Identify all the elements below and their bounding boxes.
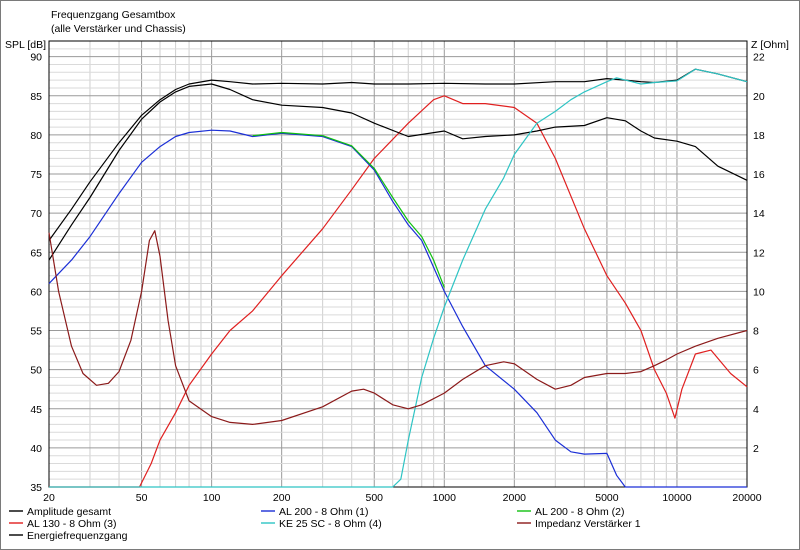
y-left-tick-label: 50 xyxy=(30,365,42,377)
y-left-tick-label: 75 xyxy=(30,169,42,181)
legend-label: AL 130 - 8 Ohm (3) xyxy=(27,518,116,530)
y-left-tick-label: 45 xyxy=(30,404,42,416)
x-tick-label: 20000 xyxy=(732,492,761,504)
series-line-6 xyxy=(252,131,445,288)
y-right-tick-label: 8 xyxy=(753,326,759,338)
y-left-tick-label: 40 xyxy=(30,443,42,455)
x-tick-label: 10000 xyxy=(662,492,691,504)
y-left-tick-label: 60 xyxy=(30,286,42,298)
legend-label: KE 25 SC - 8 Ohm (4) xyxy=(279,518,382,530)
y-right-tick-label: 10 xyxy=(753,286,765,298)
axis-ticks: 20 50 100 200 500 1000 2000 5000 10000 20000 35 40 4… xyxy=(30,52,765,504)
left-axis-label: SPL [dB] xyxy=(5,39,46,51)
y-left-tick-label: 35 xyxy=(30,482,42,494)
y-right-tick-label: 12 xyxy=(753,247,765,259)
y-left-tick-label: 65 xyxy=(30,247,42,259)
series-line-2 xyxy=(49,95,748,488)
y-left-tick-label: 90 xyxy=(30,52,42,64)
y-right-tick-label: 4 xyxy=(753,404,759,416)
legend-label: AL 200 - 8 Ohm (2) xyxy=(535,506,624,518)
legend-label: AL 200 - 8 Ohm (1) xyxy=(279,506,368,518)
series-line-4 xyxy=(48,129,747,488)
series-line-7 xyxy=(48,230,748,425)
series-line-1 xyxy=(48,68,748,241)
x-tick-label: 200 xyxy=(273,492,291,504)
x-tick-label: 20 xyxy=(43,492,55,504)
x-tick-label: 500 xyxy=(365,492,383,504)
y-left-tick-label: 80 xyxy=(30,130,42,142)
plot-frame xyxy=(48,40,748,488)
right-axis-label: Z [Ohm] xyxy=(751,39,789,51)
y-left-tick-label: 70 xyxy=(30,208,42,220)
legend-label: Amplitude gesamt xyxy=(27,506,111,518)
y-right-tick-label: 6 xyxy=(753,365,759,377)
chart-subtitle: (alle Verstärker und Chassis) xyxy=(51,23,186,35)
chart-title: Frequenzgang Gesamtbox xyxy=(51,9,176,21)
y-left-tick-label: 85 xyxy=(30,91,42,103)
series-line-3 xyxy=(48,83,748,261)
x-tick-label: 5000 xyxy=(595,492,619,504)
legend: Amplitude gesamt AL 200 - 8 Ohm (1) AL 200… xyxy=(9,506,641,542)
x-tick-label: 2000 xyxy=(503,492,527,504)
x-tick-label: 100 xyxy=(203,492,221,504)
y-right-tick-label: 18 xyxy=(753,130,765,142)
legend-label: Impedanz Verstärker 1 xyxy=(535,518,641,530)
x-tick-label: 50 xyxy=(136,492,148,504)
y-right-tick-label: 20 xyxy=(753,91,765,103)
grid-lines xyxy=(48,41,748,487)
x-tick-label: 1000 xyxy=(433,492,457,504)
y-right-tick-label: 16 xyxy=(753,169,765,181)
y-right-tick-label: 2 xyxy=(753,443,759,455)
y-left-tick-label: 55 xyxy=(30,326,42,338)
y-right-tick-label: 14 xyxy=(753,208,765,220)
legend-label: Energiefrequenzgang xyxy=(27,530,128,542)
series-lines xyxy=(48,68,748,488)
series-line-5 xyxy=(49,68,748,488)
y-right-tick-label: 22 xyxy=(753,52,765,64)
